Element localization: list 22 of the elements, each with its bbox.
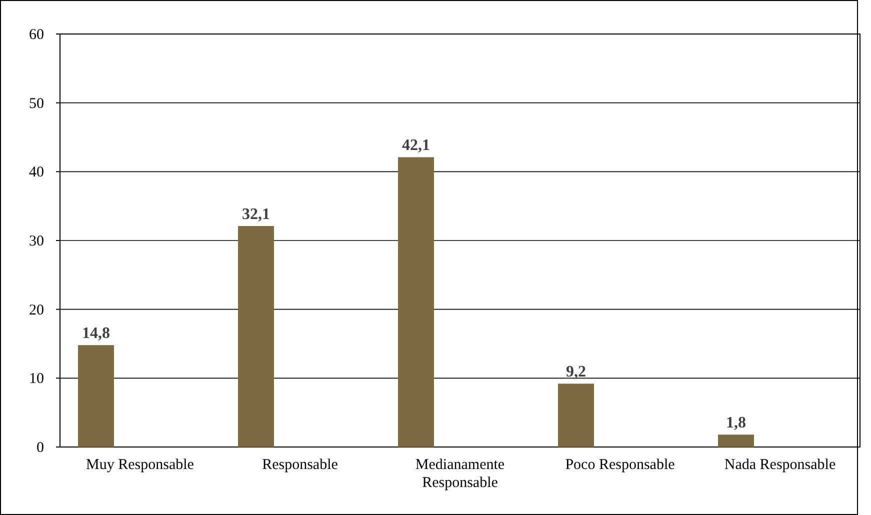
data-label: 42,1 — [402, 137, 430, 154]
data-label: 14,8 — [82, 325, 110, 342]
x-tick-label: Poco Responsable — [565, 457, 676, 473]
bar — [238, 226, 274, 447]
data-label: 1,8 — [726, 414, 746, 432]
x-tick-label: Medianamente Responsable — [415, 457, 505, 491]
bar — [558, 384, 594, 447]
y-tick-label: 60 — [29, 27, 44, 43]
x-tick-label: Nada Responsable — [724, 457, 836, 473]
bar — [78, 345, 114, 447]
y-tick-label: 50 — [29, 96, 44, 112]
x-tick-label: Muy Responsable — [86, 457, 194, 473]
y-tick-label: 0 — [36, 440, 44, 456]
y-tick-label: 20 — [29, 302, 44, 318]
bar — [718, 434, 754, 447]
x-tick-label: Responsable — [262, 457, 338, 473]
y-tick-label: 40 — [29, 164, 44, 181]
y-tick-label: 30 — [29, 234, 44, 250]
data-label: 32,1 — [242, 206, 270, 224]
y-tick-label: 10 — [29, 371, 44, 388]
data-label: 9,2 — [566, 364, 586, 381]
bar — [398, 157, 434, 447]
